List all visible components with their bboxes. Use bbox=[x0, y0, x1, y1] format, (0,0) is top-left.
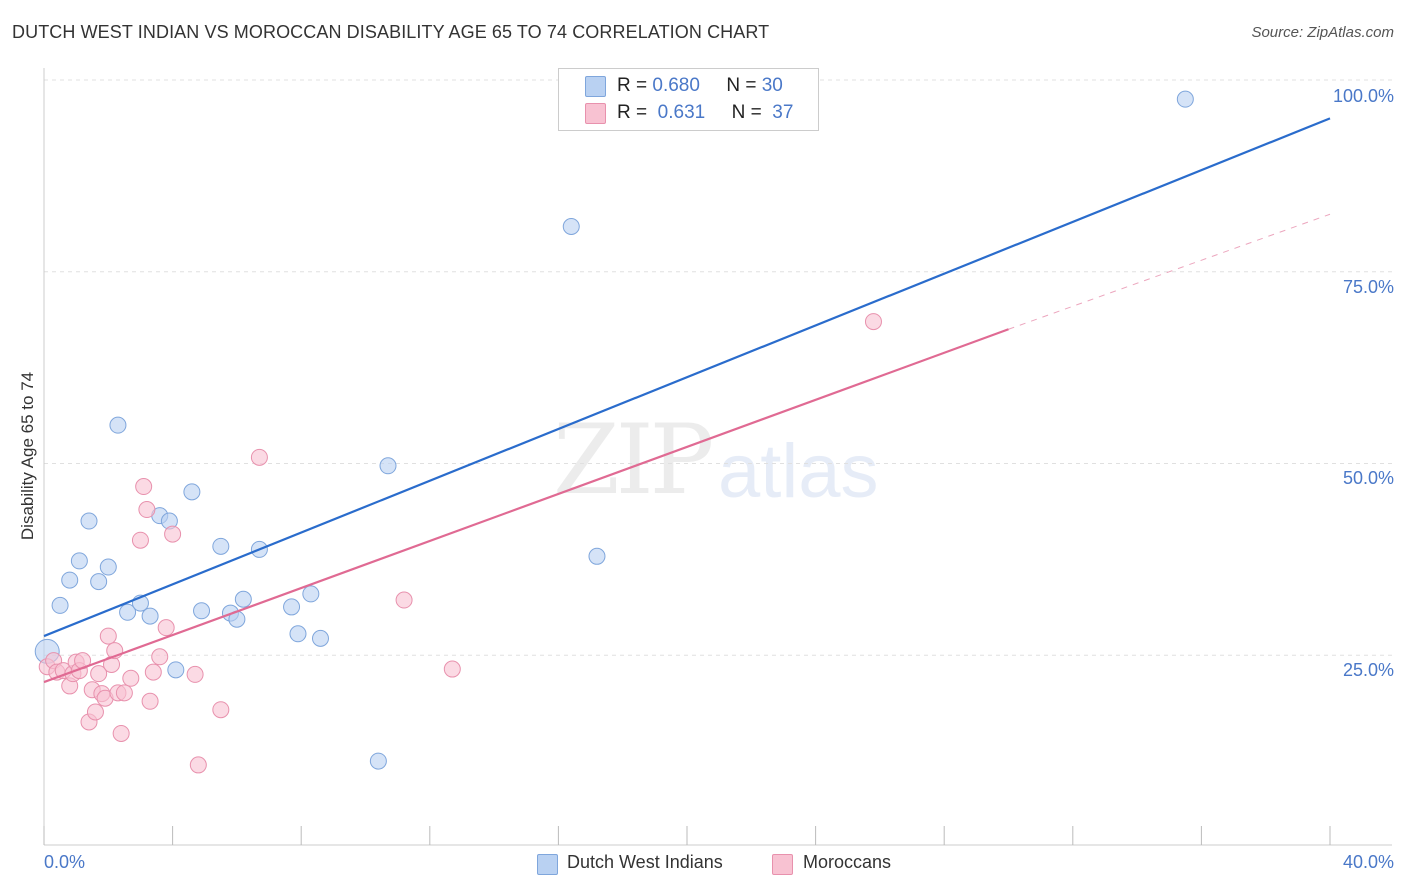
data-point-moroccan bbox=[138, 501, 156, 519]
data-point-moroccan bbox=[141, 692, 159, 710]
x-tick-min: 0.0% bbox=[44, 852, 86, 872]
legend-r-label: R = bbox=[617, 102, 648, 123]
data-point-moroccan bbox=[144, 663, 162, 681]
legend-n-value: 30 bbox=[761, 75, 783, 96]
y-tick-75: 75.0% bbox=[1342, 277, 1394, 297]
data-point-dutch bbox=[588, 547, 606, 565]
y-axis-label: Disability Age 65 to 74 bbox=[18, 371, 37, 541]
y-tick-50: 50.0% bbox=[1342, 468, 1394, 488]
y-tick-25: 25.0% bbox=[1342, 660, 1394, 680]
x-tick-max: 40.0% bbox=[1342, 852, 1394, 872]
data-point-dutch bbox=[119, 603, 137, 621]
data-point-dutch bbox=[80, 512, 98, 530]
data-point-dutch bbox=[51, 596, 69, 614]
data-point-moroccan bbox=[112, 724, 130, 742]
trend-line-extension-moroccan bbox=[1008, 213, 1331, 330]
bottom-legend-dutch: Dutch West Indians bbox=[567, 852, 723, 872]
legend-r-label: R = bbox=[617, 75, 648, 96]
legend-n-value: 37 bbox=[772, 102, 794, 123]
data-point-moroccan bbox=[212, 701, 230, 719]
data-point-dutch bbox=[193, 602, 211, 620]
legend-n-label: N = bbox=[731, 102, 762, 123]
data-point-moroccan bbox=[157, 619, 175, 637]
data-point-dutch bbox=[562, 217, 580, 235]
data-point-dutch bbox=[311, 629, 329, 647]
legend-n-label: N = bbox=[726, 75, 757, 96]
legend-r-value: 0.631 bbox=[657, 102, 706, 123]
data-point-dutch bbox=[212, 537, 230, 555]
correlation-legend: R = 0.680 N = 30 R = 0.631 N = 37 bbox=[558, 68, 819, 131]
data-point-moroccan bbox=[395, 591, 413, 609]
data-point-dutch bbox=[167, 661, 185, 679]
data-point-dutch bbox=[99, 558, 117, 576]
data-point-dutch bbox=[379, 457, 397, 475]
data-point-moroccan bbox=[90, 665, 108, 683]
data-point-moroccan bbox=[443, 660, 461, 678]
data-point-moroccan bbox=[115, 684, 133, 702]
data-point-dutch bbox=[141, 607, 159, 625]
watermark-atlas: atlas bbox=[718, 429, 879, 514]
data-point-dutch bbox=[90, 573, 108, 591]
data-point-moroccan bbox=[135, 478, 153, 496]
data-point-dutch bbox=[61, 571, 79, 589]
trend-line-moroccan bbox=[43, 328, 1009, 684]
data-point-moroccan bbox=[864, 313, 882, 331]
legend-row-blue: R = 0.680 N = 30 bbox=[617, 75, 783, 97]
data-point-moroccan bbox=[131, 531, 149, 549]
data-point-moroccan bbox=[189, 756, 207, 774]
legend-swatch-blue bbox=[585, 76, 606, 97]
trend-line-dutch bbox=[43, 117, 1331, 638]
data-point-dutch bbox=[302, 585, 320, 603]
data-point-moroccan bbox=[86, 703, 104, 721]
source-label: Source: ZipAtlas.com bbox=[1251, 24, 1394, 41]
chart-title: DUTCH WEST INDIAN VS MOROCCAN DISABILITY… bbox=[12, 22, 770, 42]
data-point-dutch bbox=[289, 625, 307, 643]
bottom-legend-swatch-blue bbox=[537, 854, 558, 875]
data-point-dutch bbox=[369, 752, 387, 770]
data-point-dutch bbox=[109, 416, 127, 434]
data-point-dutch bbox=[183, 483, 201, 501]
data-point-moroccan bbox=[151, 648, 169, 666]
legend-swatch-pink bbox=[585, 103, 606, 124]
data-point-moroccan bbox=[250, 448, 268, 466]
data-point-dutch bbox=[283, 598, 301, 616]
data-point-dutch bbox=[70, 552, 88, 570]
data-point-dutch bbox=[234, 590, 252, 608]
y-tick-100: 100.0% bbox=[1332, 86, 1394, 106]
legend-r-value: 0.680 bbox=[652, 75, 700, 96]
data-point-moroccan bbox=[186, 665, 204, 683]
data-point-dutch bbox=[1176, 90, 1194, 108]
data-point-moroccan bbox=[164, 525, 182, 543]
legend-row-pink: R = 0.631 N = 37 bbox=[617, 102, 793, 124]
data-point-moroccan bbox=[122, 669, 140, 687]
data-point-moroccan bbox=[99, 627, 117, 645]
bottom-legend-swatch-pink bbox=[772, 854, 793, 875]
bottom-legend-moroccans: Moroccans bbox=[803, 852, 892, 872]
watermark-zip: ZIP bbox=[553, 404, 714, 516]
